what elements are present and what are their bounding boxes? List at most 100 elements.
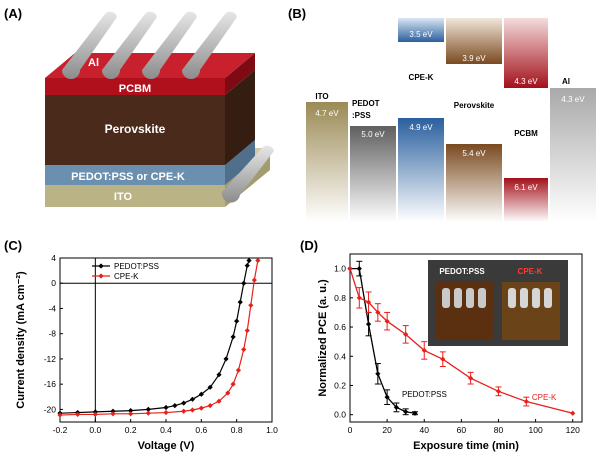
ito-label: ITO	[114, 191, 133, 203]
data-point	[384, 394, 390, 400]
data-point	[207, 403, 213, 409]
pcbm-lumo-level: 4.3 eV	[514, 77, 538, 86]
data-point	[128, 411, 134, 417]
panel-label-d: (D)	[300, 238, 319, 253]
data-point	[375, 371, 381, 377]
pedot-band	[350, 126, 396, 222]
stability-chart: 0 20 40 60 80 100 120 1.0 0.8 0.6 0.4 0.2 0.0 Exposur…	[317, 253, 583, 452]
pcbm-lumo-band	[504, 18, 548, 88]
x-tick-label: -0.2	[53, 425, 68, 435]
data-point	[110, 411, 116, 417]
data-point	[207, 384, 213, 390]
pedot-device-contact	[466, 288, 474, 308]
perovskite-cb-level: 3.9 eV	[462, 54, 486, 63]
y-tick-label: 0	[51, 278, 56, 288]
data-point	[216, 398, 222, 404]
data-point	[241, 346, 247, 353]
data-point	[356, 295, 362, 301]
y-tick-label: 0.2	[334, 380, 346, 390]
cpe-column-name: CPE-K	[409, 73, 434, 82]
data-point	[225, 390, 231, 396]
y-tick-label: -20	[44, 404, 57, 414]
perovskite-column-name: Perovskite	[454, 101, 495, 110]
data-point	[237, 299, 243, 305]
y-tick-label: 0.4	[334, 351, 346, 361]
legend-marker	[98, 263, 104, 269]
interlayer-side-face	[225, 140, 255, 185]
data-point	[234, 318, 240, 324]
panel-label-b: (B)	[288, 6, 307, 21]
ito-band	[306, 102, 348, 222]
y-tick-label: -12	[44, 354, 57, 364]
pcbm-column-name: PCBM	[514, 129, 538, 138]
data-point	[57, 412, 63, 418]
x-tick-label: 0.0	[89, 425, 101, 435]
ito-front-face	[45, 185, 225, 207]
data-point	[244, 327, 250, 334]
x-axis-label: Exposure time (min)	[413, 440, 519, 452]
x-tick-label: 120	[566, 425, 580, 435]
data-point	[248, 302, 254, 308]
data-point	[523, 398, 529, 405]
pcbm-side-face	[225, 53, 255, 95]
data-point	[216, 372, 222, 378]
data-point	[230, 334, 236, 340]
data-point	[365, 299, 372, 305]
y-tick-label: 0.6	[334, 322, 346, 332]
y-tick-label: 0.8	[334, 293, 346, 303]
pcbm-homo-level: 6.1 eV	[514, 183, 538, 192]
legend-label: PEDOT:PSS	[114, 262, 159, 271]
x-tick-label: 0	[348, 425, 353, 435]
data-point	[172, 403, 178, 409]
pedot-column-name-line1: PEDOT	[352, 99, 380, 108]
panel-label-a: (A)	[4, 6, 23, 21]
panel-label-c: (C)	[4, 238, 23, 253]
legend-label: CPE-K	[114, 272, 139, 281]
y-tick-label: -8	[48, 329, 56, 339]
interlayer-front-face	[45, 165, 225, 185]
data-point	[145, 410, 151, 416]
inset-label-cpe: CPE-K	[518, 267, 543, 276]
perovskite-front-face	[45, 95, 225, 165]
data-point	[189, 407, 196, 413]
data-point	[181, 408, 187, 414]
data-point	[163, 404, 169, 411]
x-axis-label: Voltage (V)	[138, 440, 195, 452]
data-point	[235, 367, 242, 373]
x-tick-label: 0.4	[160, 425, 172, 435]
cpe-homo-level: 4.9 eV	[409, 123, 433, 132]
ito-column-name: ITO	[315, 92, 328, 101]
series-line-0	[59, 260, 250, 414]
x-tick-label: 40	[420, 425, 430, 435]
perovskite-vb-band	[446, 144, 502, 222]
jv-chart: -0.2 0.0 0.2 0.4 0.6 0.8 1.0 4 0 -4 -8 -12 -16 -20 Vol…	[15, 253, 278, 452]
inset-label-pedot: PEDOT:PSS	[439, 267, 485, 276]
data-point	[223, 356, 229, 362]
perovskite-label: Perovskite	[105, 122, 166, 136]
annotation-cpe: CPE-K	[532, 393, 557, 402]
perovskite-vb-level: 5.4 eV	[462, 149, 486, 158]
data-point	[246, 257, 252, 264]
cpe-lumo-band	[398, 18, 444, 42]
x-tick-label: 0.2	[125, 425, 137, 435]
data-point	[244, 262, 250, 269]
pedot-device-contact	[478, 288, 486, 308]
data-point	[403, 409, 409, 415]
annotation-pedot: PEDOT:PSS	[402, 390, 447, 399]
x-tick-label: 60	[457, 425, 467, 435]
x-tick-label: 0.6	[195, 425, 207, 435]
data-point	[495, 388, 502, 394]
pcbm-front-face	[45, 78, 225, 95]
data-point	[198, 391, 204, 397]
al-level: 4.3 eV	[561, 95, 585, 104]
interlayer-label: PEDOT:PSS or CPE-K	[71, 171, 185, 183]
data-point	[365, 321, 372, 327]
pedot-device-contact	[442, 288, 450, 308]
ito-level: 4.7 eV	[315, 109, 339, 118]
data-point	[356, 266, 362, 272]
device-schematic: Al PCBM Perovskite PEDOT:PSS or CPE-K IT…	[45, 11, 274, 207]
cpe-device-contact	[508, 288, 516, 308]
data-point	[251, 277, 257, 283]
data-point	[255, 257, 261, 264]
data-point	[230, 381, 236, 387]
